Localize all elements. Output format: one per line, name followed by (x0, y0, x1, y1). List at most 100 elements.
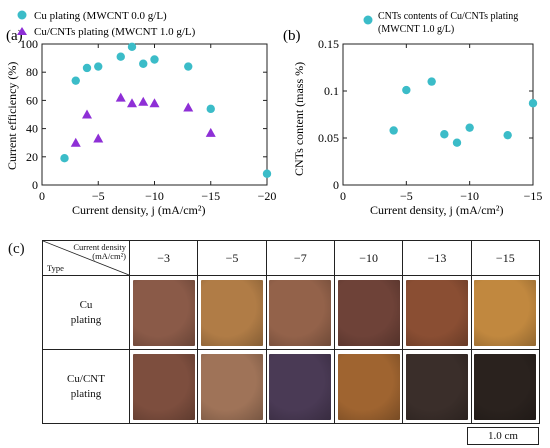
header-current-density-label: Current density (73, 242, 126, 252)
table-row-cu-cnt: Cu/CNT plating (42, 349, 541, 424)
header-current-density-unit: (mA/cm²) (92, 251, 126, 261)
chart-b-points (389, 77, 538, 147)
chart-b-series-1-point (427, 77, 436, 86)
column-header: −15 (470, 240, 541, 276)
chart-a-points (60, 42, 272, 178)
chart-b-xtick-label: −15 (524, 189, 543, 203)
legend-b-series-line-1: CNTs contents of Cu/CNTs plating (378, 11, 518, 22)
chart-a-series-1-point (82, 63, 92, 73)
chart-a-series-1-point (94, 62, 103, 71)
sample-photo (269, 353, 332, 420)
header-corner-cell: Current density (mA/cm²) Type (42, 240, 130, 276)
legend-a-series-2: Cu/CNTs plating (MWCNT 1.0 g/L) (34, 26, 196, 38)
chart-a: 0 −5 −10 −15 −20 0 20 40 60 80 100 Current density… (5, 10, 276, 217)
sample-photo (269, 279, 332, 346)
chart-a-ticks: 0 −5 −10 −15 −20 0 20 40 60 80 100 (20, 37, 276, 203)
sample-photo (474, 353, 537, 420)
legend-a-series-1: Cu plating (MWCNT 0.0 g/L) (34, 10, 167, 22)
chart-a-frame (41, 43, 268, 186)
sample-cell (128, 349, 199, 424)
legend-a-triangle-marker (17, 27, 27, 35)
chart-a-legend: Cu plating (MWCNT 0.0 g/L) Cu/CNTs plati… (17, 10, 196, 38)
sample-table-wrap: Current density (mA/cm²) Type −3 −5 −7 −… (42, 240, 541, 424)
chart-b-ytick-label: 0.15 (318, 37, 339, 51)
chart-a-series-1-point (127, 42, 137, 52)
column-header: −13 (402, 240, 472, 276)
chart-a-series-1-point (139, 59, 148, 68)
chart-b-series-1-point (402, 85, 411, 95)
chart-a-series-2-point (115, 92, 126, 102)
chart-a-series-2-point (70, 137, 81, 147)
panel-a-label: (a) (6, 28, 23, 44)
chart-b-series-1-point (440, 130, 449, 139)
chart-a-ytick-label: 60 (26, 93, 38, 107)
column-header: −7 (265, 240, 335, 276)
chart-a-series-2-point (93, 133, 104, 143)
column-header: −5 (197, 240, 267, 276)
chart-a-ytick-label: 80 (26, 65, 38, 79)
chart-b-series-1-point (528, 99, 538, 108)
column-header: −10 (333, 240, 404, 276)
sample-photo (200, 353, 263, 420)
row-type-cu: Cu plating (42, 275, 130, 350)
chart-a-xtick-label: 0 (39, 189, 45, 203)
row-type-line-2: plating (70, 387, 102, 400)
chart-b-ticks: 0 −5 −10 −15 0 0.05 0.1 0.15 (318, 37, 542, 203)
sample-cell (402, 275, 472, 350)
chart-b-xtick-label: 0 (340, 189, 346, 203)
sample-cell (197, 349, 267, 424)
sample-cell (333, 275, 404, 350)
chart-a-series-2-point (149, 98, 160, 108)
sample-cell (470, 349, 541, 424)
chart-a-series-1-point (150, 55, 159, 64)
chart-b-xtick-label: −10 (460, 189, 479, 203)
chart-b-ytick-label: 0.05 (318, 131, 339, 145)
chart-b-legend: CNTs contents of Cu/CNTs plating (MWCNT … (363, 11, 518, 35)
sample-cell (265, 275, 335, 350)
row-type-cu-cnt: Cu/CNT plating (42, 349, 130, 424)
sample-photo (337, 353, 400, 420)
sample-cell (197, 275, 267, 350)
row-type-line-1: Cu/CNT (67, 372, 105, 385)
sample-cell (470, 275, 541, 350)
chart-a-xtick-label: −5 (92, 189, 105, 203)
chart-b-series-1-point (389, 126, 398, 135)
sample-photo (474, 279, 537, 346)
chart-a-ytick-label: 100 (20, 37, 38, 51)
chart-a-series-1-point (206, 104, 215, 114)
legend-b-series-line-2: (MWCNT 1.0 g/L) (378, 24, 454, 35)
sample-photo (132, 279, 195, 346)
chart-a-series-2-point (205, 127, 216, 137)
legend-a-circle-marker (17, 10, 27, 20)
corner-diagonal (43, 241, 129, 275)
chart-b-ytick-label: 0.1 (324, 84, 339, 98)
chart-a-xtick-label: −15 (201, 189, 220, 203)
chart-b-xlabel: Current density, j (mA/cm²) (370, 203, 503, 217)
column-header: −3 (128, 240, 199, 276)
chart-b-series-1-point (503, 130, 512, 140)
chart-a-ytick-label: 20 (26, 150, 38, 164)
scale-bar: 1.0 cm (467, 427, 539, 445)
chart-a-series-1-point (116, 52, 125, 61)
sample-photo (405, 353, 468, 420)
chart-a-ylabel: Current efficiency (%) (5, 62, 19, 170)
row-type-line-2: plating (70, 313, 102, 326)
chart-a-series-1-point (71, 76, 80, 85)
chart-a-series-2-point (138, 96, 149, 106)
chart-b-ytick-label: 0 (333, 178, 339, 192)
sample-cell (402, 349, 472, 424)
table-header-row: Current density (mA/cm²) Type −3 −5 −7 −… (42, 240, 541, 276)
sample-cell (128, 275, 199, 350)
table-row-cu: Cu plating (42, 275, 541, 350)
chart-a-series-1-point (262, 169, 272, 178)
sample-cell (265, 349, 335, 424)
header-current-density: Current density (mA/cm²) (73, 243, 126, 261)
chart-b: 0 −5 −10 −15 0 0.05 0.1 0.15 Current density, j… (292, 11, 542, 217)
panel-b-label: (b) (283, 28, 301, 44)
chart-a-series-1-point (60, 154, 69, 163)
chart-a-ytick-label: 0 (32, 178, 38, 192)
chart-a-xlabel: Current density, j (mA/cm²) (72, 203, 205, 217)
chart-a-series-2-point (82, 109, 92, 119)
chart-b-series-1-point (452, 138, 462, 147)
